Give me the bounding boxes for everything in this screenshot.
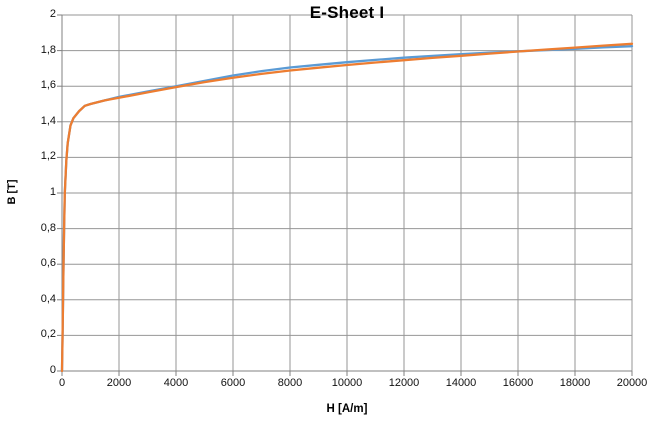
- x-axis-title: H [A/m]: [326, 403, 368, 415]
- y-tick-label: 1,2: [40, 150, 56, 163]
- x-tick-label: 10000: [331, 377, 363, 389]
- x-tick-label: 16000: [502, 377, 534, 389]
- x-tick-label: 14000: [445, 377, 477, 389]
- x-tick-label: 18000: [559, 377, 591, 389]
- y-tick-label: 0: [49, 364, 56, 376]
- x-tick-label: 20000: [616, 377, 648, 389]
- x-tick-label: 0: [58, 377, 66, 389]
- y-tick-label: 0,8: [40, 221, 56, 234]
- y-tick-label: 1,4: [40, 114, 56, 127]
- x-tick-label: 6000: [220, 377, 246, 389]
- y-tick-label: 0,4: [40, 292, 56, 305]
- x-tick-label: 4000: [163, 377, 189, 389]
- y-tick-label: 2: [49, 8, 56, 20]
- y-tick-label: 0,6: [40, 257, 56, 270]
- x-tick-label: 8000: [277, 377, 303, 389]
- y-tick-label: 0,2: [40, 328, 56, 341]
- x-tick-label: 12000: [388, 377, 420, 389]
- bh-curve-series-2: [60, 42, 634, 373]
- x-tick-label: 2000: [106, 377, 132, 389]
- y-tick-label: 1: [49, 186, 56, 198]
- y-tick-label: 1,8: [40, 43, 56, 56]
- chart-title: E-Sheet I: [309, 3, 385, 22]
- y-tick-label: 1,6: [40, 79, 56, 92]
